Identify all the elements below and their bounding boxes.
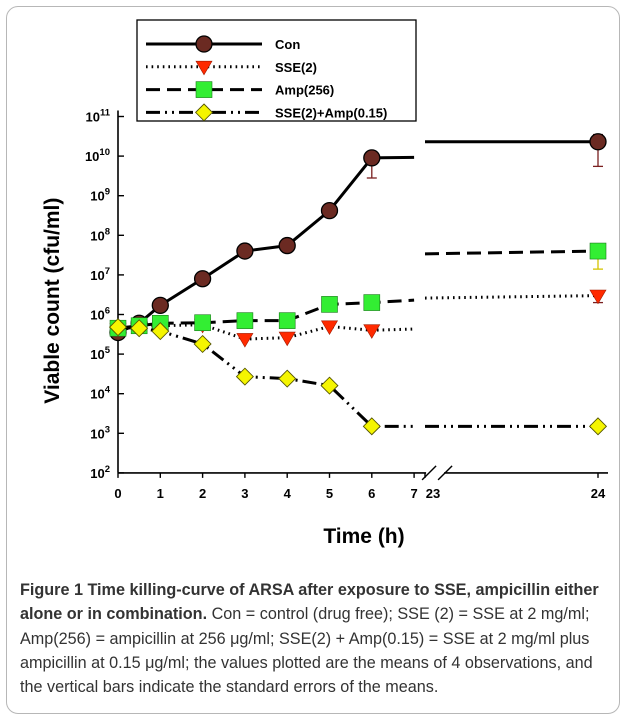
legend: Con SSE(2) Amp(256) SSE(2)+Amp(0.15): [136, 19, 417, 122]
legend-box: [136, 19, 417, 122]
data-point: [236, 242, 254, 260]
data-point: [194, 314, 211, 332]
y-tick-label: 106: [90, 306, 110, 323]
y-tick-label: 105: [90, 345, 110, 362]
axis-break-mark: [437, 465, 453, 481]
data-point: [363, 324, 381, 339]
data-point: [320, 320, 339, 336]
data-point: [236, 312, 254, 329]
x-tick-label: 1: [157, 486, 164, 501]
data-point: [589, 133, 607, 151]
x-tick-label: 0: [114, 486, 121, 501]
data-point: [321, 296, 338, 313]
data-point: [362, 417, 381, 436]
figure-frame: [6, 6, 620, 714]
data-point: [130, 319, 149, 338]
x-tick-label: 6: [368, 486, 375, 501]
data-point: [235, 367, 254, 386]
data-point: [320, 201, 339, 220]
y-tick-label: 104: [90, 385, 110, 402]
data-point: [320, 376, 339, 395]
y-tick-label: 1011: [85, 108, 110, 125]
legend-label: SSE(2): [275, 60, 317, 75]
y-tick-label: 109: [90, 187, 110, 204]
data-point: [151, 322, 170, 341]
y-tick-label: 1010: [85, 147, 110, 164]
data-point: [588, 417, 608, 436]
legend-label: Con: [275, 37, 300, 52]
legend-label: SSE(2)+Amp(0.15): [275, 105, 387, 120]
legend-marker: [195, 35, 213, 53]
legend-marker: [194, 103, 214, 122]
series-3: [108, 318, 608, 436]
plot-area: [108, 133, 608, 436]
caption-title: Figure 1 Time killing-curve of ARSA afte…: [20, 581, 599, 624]
data-point: [151, 296, 169, 315]
data-point: [278, 236, 296, 255]
series-line: [117, 325, 415, 428]
data-point: [193, 334, 212, 354]
y-tick-label: 103: [90, 424, 110, 441]
x-tick-label: 7: [410, 486, 417, 501]
data-point: [363, 149, 381, 167]
data-point: [278, 369, 297, 388]
data-point: [108, 318, 128, 337]
y-tick-label: 108: [90, 226, 110, 243]
x-tick-label: 5: [326, 486, 333, 501]
x-tick-label: 2: [199, 486, 206, 501]
legend-label: Amp(256): [275, 83, 334, 98]
y-tick-label: 102: [90, 464, 110, 481]
data-point: [278, 331, 296, 347]
series-line: [424, 294, 599, 300]
x-tick-label: 23: [426, 486, 440, 501]
x-tick-label: 24: [591, 486, 606, 501]
data-point: [278, 312, 296, 329]
figure-caption: Figure 1 Time killing-curve of ARSA afte…: [20, 578, 612, 699]
x-tick-label: 4: [284, 486, 292, 501]
data-point: [363, 294, 381, 311]
data-point: [236, 333, 254, 348]
x-axis-title: Time (h): [323, 525, 404, 548]
y-tick-label: 107: [90, 266, 110, 283]
series-0: [109, 133, 607, 342]
legend-marker: [195, 81, 213, 98]
data-point: [589, 242, 607, 260]
y-axis-title: Viable count (cfu/ml): [41, 198, 64, 404]
legend-marker: [195, 60, 213, 76]
data-point: [193, 270, 212, 288]
caption-body: Con = control (drug free); SSE (2) = SSE…: [20, 605, 593, 697]
series-line: [424, 249, 599, 256]
data-point: [589, 289, 607, 305]
x-tick-label: 3: [241, 486, 248, 501]
